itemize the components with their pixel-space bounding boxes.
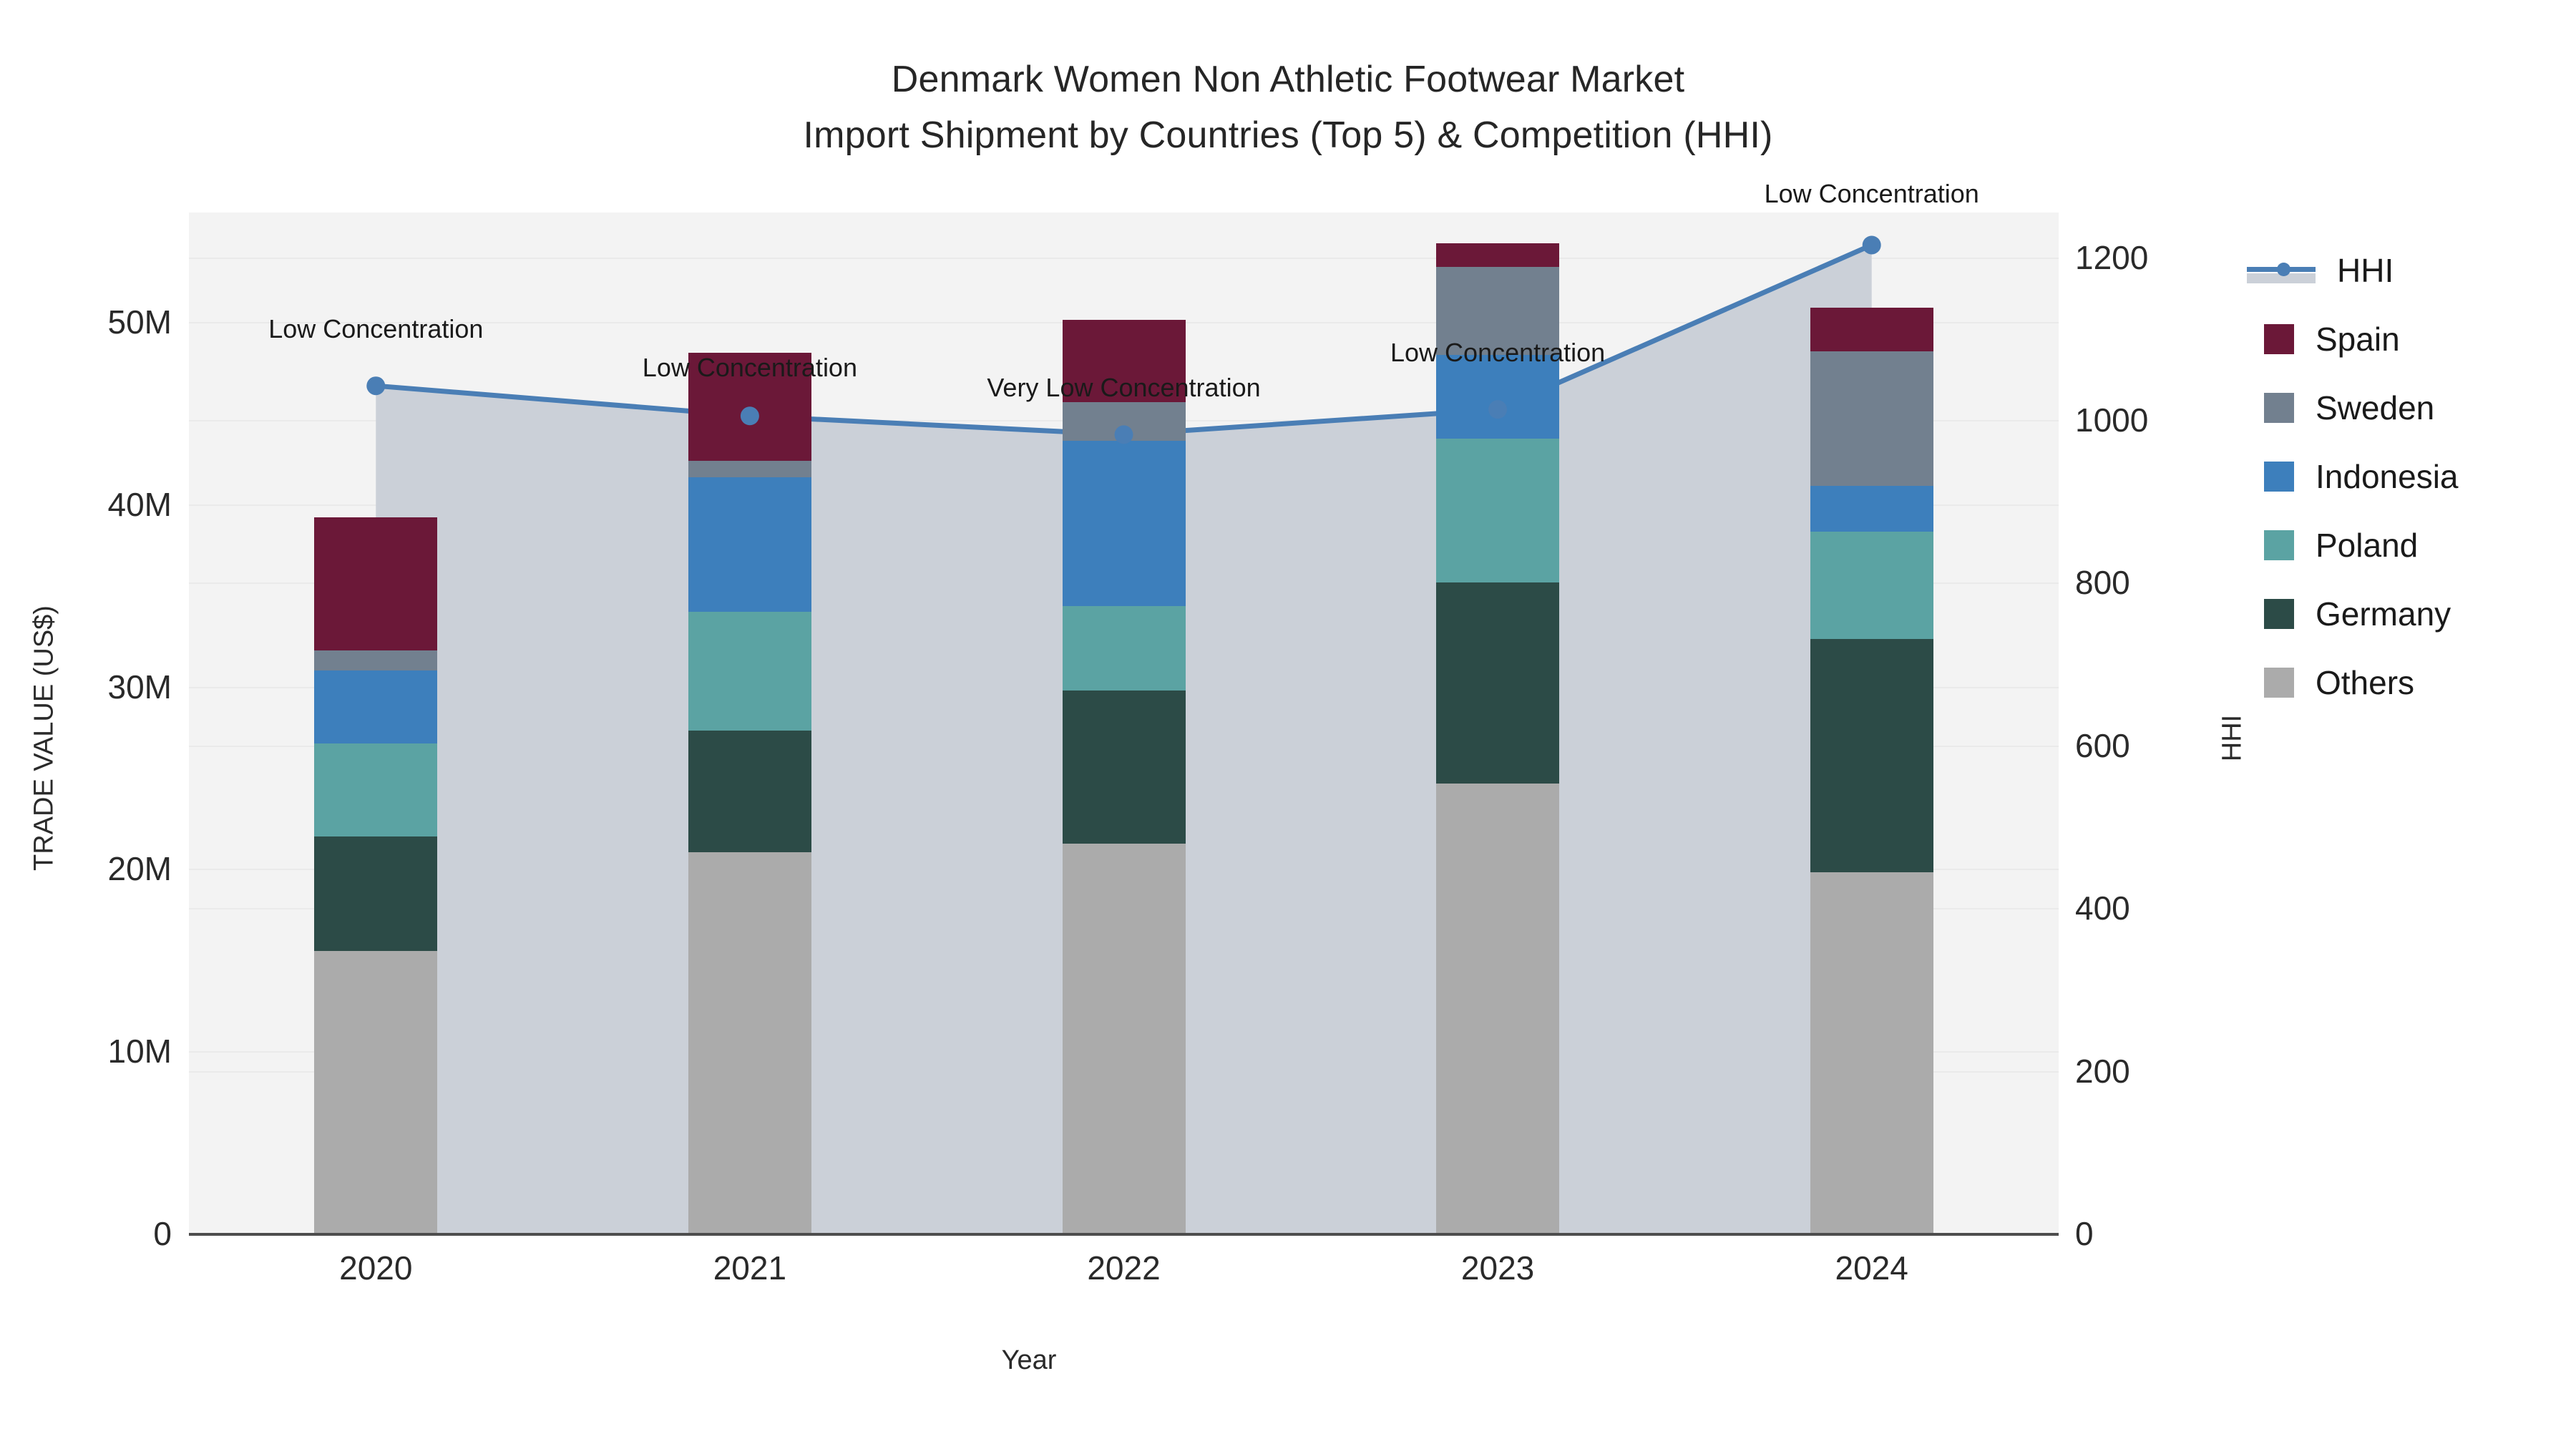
bar-segment-others[interactable]	[314, 951, 438, 1234]
bar-segment-poland[interactable]	[688, 612, 811, 731]
legend-label: HHI	[2337, 252, 2394, 289]
legend-label: Indonesia	[2316, 458, 2459, 495]
legend-item-indonesia[interactable]: Indonesia	[2247, 442, 2562, 511]
bar-segment-germany[interactable]	[1062, 690, 1186, 844]
bar-segment-others[interactable]	[1436, 783, 1560, 1234]
x-tick-2022: 2022	[1087, 1249, 1161, 1287]
legend-item-hhi[interactable]: HHI	[2247, 236, 2562, 305]
bar-segment-sweden[interactable]	[1436, 267, 1560, 355]
legend-swatch-icon	[2264, 668, 2294, 698]
bar-column-2023[interactable]	[1436, 213, 1560, 1234]
y-tick-left: 30M	[107, 668, 172, 706]
legend-item-spain[interactable]: Spain	[2247, 305, 2562, 374]
legend-swatch-icon	[2264, 462, 2294, 492]
bar-segment-sweden[interactable]	[688, 460, 811, 477]
y-tick-left: 50M	[107, 303, 172, 341]
y-tick-right: 600	[2075, 726, 2130, 764]
bar-column-2022[interactable]	[1062, 213, 1186, 1234]
bar-column-2024[interactable]	[1810, 213, 1933, 1234]
annotation-2023: Low Concentration	[1390, 338, 1606, 368]
bar-segment-poland[interactable]	[1810, 531, 1933, 640]
bar-segment-germany[interactable]	[1810, 639, 1933, 873]
y-axis-right-title: HHI	[2217, 714, 2248, 762]
bar-segment-poland[interactable]	[1062, 606, 1186, 691]
bar-segment-spain[interactable]	[314, 517, 438, 650]
legend-label: Poland	[2316, 527, 2419, 564]
bar-column-2020[interactable]	[314, 213, 438, 1234]
y-axis-left-title: TRADE VALUE (US$)	[29, 605, 59, 871]
y-tick-right: 800	[2075, 564, 2130, 602]
y-tick-right: 200	[2075, 1052, 2130, 1090]
bar-segment-spain[interactable]	[1436, 243, 1560, 268]
x-tick-2020: 2020	[339, 1249, 413, 1287]
y-tick-right: 0	[2075, 1215, 2094, 1252]
bar-segment-indonesia[interactable]	[1436, 354, 1560, 439]
y-tick-right: 1200	[2075, 238, 2149, 276]
bar-segment-germany[interactable]	[688, 730, 811, 853]
x-tick-2023: 2023	[1460, 1249, 1535, 1287]
y-tick-left: 40M	[107, 485, 172, 523]
annotation-2024: Low Concentration	[1764, 179, 1979, 209]
y-tick-right: 400	[2075, 889, 2130, 927]
x-axis-title: Year	[1001, 1345, 1057, 1375]
legend-swatch-icon	[2264, 599, 2294, 629]
bar-segment-germany[interactable]	[1436, 582, 1560, 784]
legend-label: Germany	[2316, 595, 2451, 633]
x-tick-2021: 2021	[713, 1249, 787, 1287]
bar-segment-spain[interactable]	[1810, 307, 1933, 351]
chart-title-line-2: Import Shipment by Countries (Top 5) & C…	[803, 114, 1773, 156]
y-tick-right: 1000	[2075, 401, 2149, 439]
x-axis-line	[189, 1233, 2059, 1236]
legend-swatch-icon	[2264, 324, 2294, 354]
y-tick-left: 20M	[107, 850, 172, 888]
bar-segment-others[interactable]	[1062, 843, 1186, 1234]
legend-item-poland[interactable]: Poland	[2247, 511, 2562, 580]
bar-segment-indonesia[interactable]	[688, 477, 811, 613]
legend-item-others[interactable]: Others	[2247, 648, 2562, 717]
chart-title: Denmark Women Non Athletic Footwear Mark…	[0, 52, 2576, 163]
bar-segment-poland[interactable]	[1436, 439, 1560, 583]
chart-title-line-1: Denmark Women Non Athletic Footwear Mark…	[891, 59, 1685, 100]
annotation-2021: Low Concentration	[642, 353, 857, 383]
bar-segment-sweden[interactable]	[1062, 402, 1186, 441]
annotation-2022: Very Low Concentration	[987, 373, 1261, 403]
legend-item-sweden[interactable]: Sweden	[2247, 374, 2562, 442]
bar-column-2021[interactable]	[688, 213, 811, 1234]
bar-segment-indonesia[interactable]	[1810, 486, 1933, 532]
bar-segment-poland[interactable]	[314, 743, 438, 836]
legend-swatch-icon	[2264, 393, 2294, 423]
legend-line-icon	[2247, 255, 2316, 286]
annotation-2020: Low Concentration	[268, 314, 484, 344]
bar-segment-others[interactable]	[688, 852, 811, 1234]
y-tick-left: 0	[153, 1215, 172, 1252]
bar-segment-indonesia[interactable]	[1062, 440, 1186, 607]
legend: HHI Spain Sweden Indonesia Poland Germany Othe…	[2247, 236, 2562, 717]
bar-segment-others[interactable]	[1810, 872, 1933, 1234]
legend-label: Sweden	[2316, 389, 2435, 426]
legend-label: Others	[2316, 664, 2415, 701]
bar-segment-germany[interactable]	[314, 836, 438, 952]
bar-segment-sweden[interactable]	[314, 650, 438, 670]
bar-segment-indonesia[interactable]	[314, 670, 438, 743]
bar-segment-spain[interactable]	[1062, 320, 1186, 403]
bar-segment-sweden[interactable]	[1810, 351, 1933, 487]
legend-label: Spain	[2316, 321, 2400, 358]
legend-swatch-icon	[2264, 530, 2294, 560]
y-tick-left: 10M	[107, 1033, 172, 1070]
legend-item-germany[interactable]: Germany	[2247, 580, 2562, 648]
x-tick-2024: 2024	[1835, 1249, 1908, 1287]
